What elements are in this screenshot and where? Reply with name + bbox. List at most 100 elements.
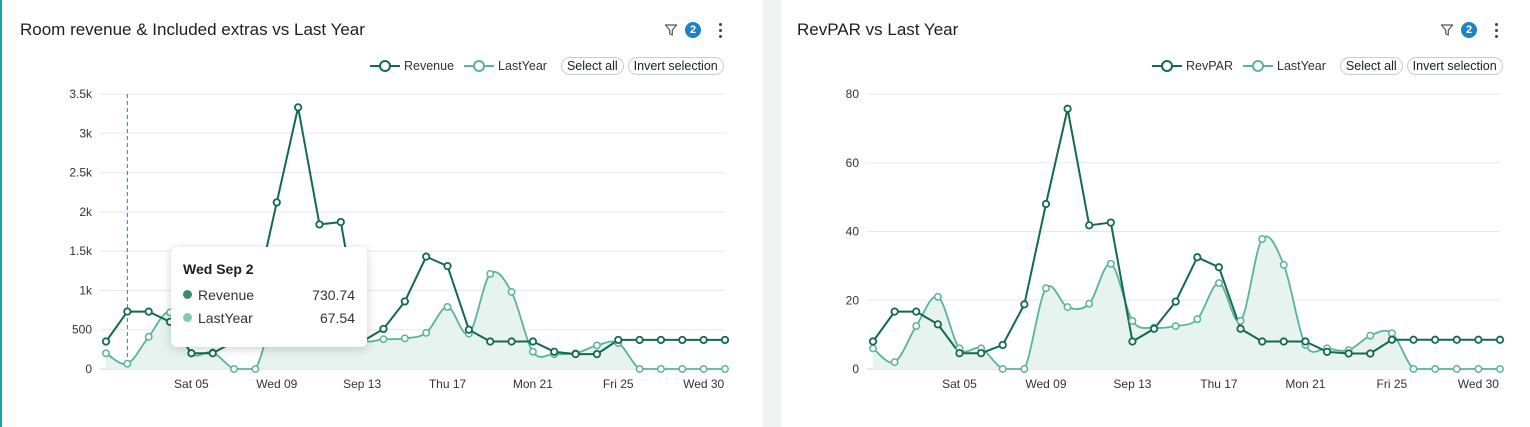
primary-point[interactable]: [1085, 221, 1094, 230]
primary-point[interactable]: [507, 337, 516, 346]
lastyear-point[interactable]: [1042, 284, 1050, 293]
primary-point[interactable]: [912, 307, 921, 316]
primary-point[interactable]: [315, 220, 324, 229]
primary-point[interactable]: [1214, 263, 1224, 272]
lastyear-point[interactable]: [230, 365, 239, 373]
primary-point[interactable]: [379, 324, 388, 334]
more-options-icon[interactable]: [719, 22, 722, 38]
primary-point[interactable]: [1149, 324, 1159, 333]
invert-selection-button[interactable]: Invert selection: [1406, 57, 1503, 75]
primary-point[interactable]: [1193, 253, 1202, 262]
primary-point[interactable]: [1344, 349, 1353, 358]
lastyear-point[interactable]: [890, 358, 899, 367]
primary-point[interactable]: [1474, 335, 1483, 344]
lastyear-point[interactable]: [1366, 331, 1375, 340]
primary-point[interactable]: [336, 217, 345, 227]
primary-point[interactable]: [464, 325, 473, 334]
primary-point[interactable]: [1128, 337, 1137, 346]
lastyear-point[interactable]: [933, 292, 942, 301]
primary-point[interactable]: [294, 103, 303, 112]
primary-point[interactable]: [1020, 300, 1029, 309]
revpar-line-chart[interactable]: 0 20 40 60 80 Sat 05 Wed 09 Sep 13 Thu 17 Mon 21 F…: [781, 0, 1530, 427]
primary-point[interactable]: [890, 307, 899, 316]
lastyear-point[interactable]: [251, 365, 260, 373]
lastyear-point[interactable]: [144, 332, 153, 341]
primary-point[interactable]: [571, 349, 580, 359]
lastyear-point[interactable]: [1193, 315, 1202, 324]
lastyear-point[interactable]: [657, 365, 665, 373]
lastyear-point[interactable]: [1452, 365, 1461, 373]
primary-point[interactable]: [422, 252, 431, 261]
lastyear-point[interactable]: [1020, 365, 1029, 373]
primary-point[interactable]: [187, 349, 196, 358]
primary-point[interactable]: [123, 307, 132, 316]
primary-point[interactable]: [101, 337, 111, 346]
lastyear-point[interactable]: [1214, 279, 1223, 288]
primary-point[interactable]: [208, 349, 217, 358]
lastyear-point[interactable]: [721, 365, 729, 373]
primary-point[interactable]: [933, 320, 942, 329]
primary-point[interactable]: [1431, 335, 1440, 344]
primary-point[interactable]: [614, 335, 623, 345]
primary-point[interactable]: [1041, 199, 1051, 209]
lastyear-point[interactable]: [443, 302, 452, 311]
primary-point[interactable]: [1236, 324, 1245, 333]
lastyear-point[interactable]: [1387, 329, 1396, 338]
primary-point[interactable]: [635, 335, 644, 345]
primary-point[interactable]: [1279, 337, 1288, 346]
lastyear-point[interactable]: [400, 334, 409, 343]
lastyear-point[interactable]: [507, 288, 516, 296]
lastyear-point[interactable]: [1085, 299, 1094, 308]
legend-item-revpar[interactable]: RevPAR: [1152, 59, 1233, 73]
primary-point[interactable]: [443, 261, 452, 271]
lastyear-point[interactable]: [1236, 316, 1245, 325]
primary-point[interactable]: [1063, 104, 1072, 113]
filter-icon[interactable]: [1440, 23, 1454, 37]
filter-icon[interactable]: [664, 23, 678, 37]
primary-point[interactable]: [592, 349, 602, 359]
lastyear-point[interactable]: [1279, 260, 1288, 269]
primary-point[interactable]: [528, 337, 537, 346]
primary-point[interactable]: [1387, 335, 1396, 344]
lastyear-point[interactable]: [592, 341, 601, 350]
primary-point[interactable]: [550, 347, 559, 356]
lastyear-point[interactable]: [1171, 322, 1180, 330]
primary-point[interactable]: [1258, 337, 1267, 346]
select-all-button[interactable]: Select all: [560, 57, 624, 75]
primary-point[interactable]: [998, 340, 1007, 350]
lastyear-point[interactable]: [1474, 365, 1483, 373]
primary-point[interactable]: [1322, 347, 1332, 356]
legend-item-lastyear[interactable]: LastYear: [1243, 59, 1326, 73]
primary-point[interactable]: [977, 349, 986, 358]
primary-point[interactable]: [699, 335, 708, 345]
lastyear-point[interactable]: [1431, 365, 1440, 373]
primary-point[interactable]: [1366, 349, 1375, 358]
primary-point[interactable]: [720, 335, 730, 345]
filter-count-badge[interactable]: 2: [1461, 22, 1477, 38]
revenue-line-chart[interactable]: 0 500 1k 1.5k 2k 2.5k 3k 3.5k Sat 05 Wed 09 Sep 13…: [2, 0, 763, 427]
primary-point[interactable]: [1452, 335, 1461, 344]
primary-point[interactable]: [486, 337, 495, 346]
lastyear-point[interactable]: [1258, 235, 1267, 244]
lastyear-point[interactable]: [699, 365, 708, 373]
primary-point[interactable]: [272, 198, 281, 207]
lastyear-point[interactable]: [1128, 316, 1137, 325]
legend-item-lastyear[interactable]: LastYear: [464, 59, 547, 73]
lastyear-point[interactable]: [422, 328, 431, 337]
primary-point[interactable]: [1495, 335, 1505, 344]
lastyear-point[interactable]: [1496, 365, 1504, 373]
lastyear-point[interactable]: [678, 365, 687, 373]
lastyear-point[interactable]: [869, 344, 877, 353]
lastyear-point[interactable]: [998, 365, 1007, 373]
more-options-icon[interactable]: [1495, 22, 1498, 38]
lastyear-point[interactable]: [1106, 259, 1115, 268]
primary-point[interactable]: [1171, 297, 1180, 306]
lastyear-point[interactable]: [635, 365, 644, 373]
primary-point[interactable]: [1409, 335, 1418, 344]
lastyear-point[interactable]: [1063, 303, 1072, 312]
lastyear-point[interactable]: [379, 335, 388, 344]
primary-point[interactable]: [955, 349, 964, 358]
lastyear-point[interactable]: [123, 359, 132, 368]
primary-point[interactable]: [868, 337, 878, 346]
legend-item-revenue[interactable]: Revenue: [370, 59, 454, 73]
